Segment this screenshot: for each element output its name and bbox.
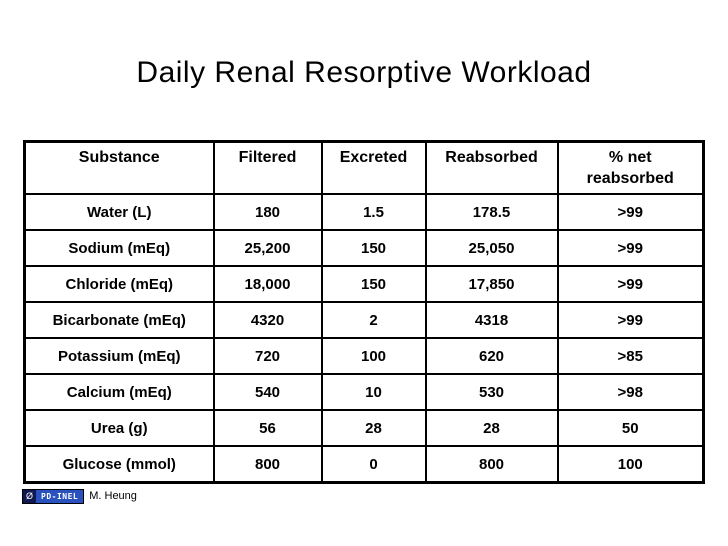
column-header: Excreted (320, 140, 427, 195)
pd-inel-license-badge: Ø PD-INEL (22, 489, 85, 504)
value-cell: 28 (424, 409, 559, 447)
substance-cell: Bicarbonate (mEq) (23, 301, 215, 339)
value-cell: 56 (212, 409, 323, 447)
value-cell: 28 (320, 409, 427, 447)
substance-cell: Calcium (mEq) (23, 373, 215, 411)
value-cell: >99 (556, 229, 705, 267)
value-cell: 720 (212, 337, 323, 375)
footer: Ø PD-INEL M. Heung (22, 489, 137, 504)
value-cell: >85 (556, 337, 705, 375)
value-cell: >98 (556, 373, 705, 411)
substance-cell: Chloride (mEq) (23, 265, 215, 303)
copyright-slash-icon: Ø (23, 490, 36, 503)
table-row: Water (L) 180 1.5 178.5 >99 (23, 193, 705, 231)
table-row: Potassium (mEq) 720 100 620 >85 (23, 337, 705, 375)
value-cell: >99 (556, 265, 705, 303)
value-cell: 100 (556, 445, 705, 484)
value-cell: 800 (424, 445, 559, 484)
value-cell: 100 (320, 337, 427, 375)
value-cell: 1.5 (320, 193, 427, 231)
table-row: Urea (g) 56 28 28 50 (23, 409, 705, 447)
table-row: Bicarbonate (mEq) 4320 2 4318 >99 (23, 301, 705, 339)
value-cell: 25,200 (212, 229, 323, 267)
value-cell: 530 (424, 373, 559, 411)
substance-cell: Glucose (mmol) (23, 445, 215, 484)
value-cell: 17,850 (424, 265, 559, 303)
table-row: Calcium (mEq) 540 10 530 >98 (23, 373, 705, 411)
value-cell: 4320 (212, 301, 323, 339)
table-row: Glucose (mmol) 800 0 800 100 (23, 445, 705, 484)
author-attribution: M. Heung (89, 490, 137, 502)
value-cell: >99 (556, 301, 705, 339)
value-cell: 2 (320, 301, 427, 339)
renal-workload-table: Substance Filtered Excreted Reabsorbed% net… (23, 140, 705, 484)
table-body: Water (L) 180 1.5 178.5 >99 Sodium (mEq) 25,20… (23, 193, 705, 484)
value-cell: 150 (320, 229, 427, 267)
value-cell: 4318 (424, 301, 559, 339)
value-cell: >99 (556, 193, 705, 231)
value-cell: 800 (212, 445, 323, 484)
column-header: Substance (23, 140, 215, 195)
value-cell: 178.5 (424, 193, 559, 231)
substance-cell: Potassium (mEq) (23, 337, 215, 375)
substance-cell: Sodium (mEq) (23, 229, 215, 267)
column-header: % net reabsorbed (556, 140, 705, 195)
column-header: Filtered (212, 140, 323, 195)
value-cell: 540 (212, 373, 323, 411)
value-cell: 18,000 (212, 265, 323, 303)
table-row: Chloride (mEq) 18,000 150 17,850 >99 (23, 265, 705, 303)
badge-label: PD-INEL (36, 490, 84, 503)
value-cell: 10 (320, 373, 427, 411)
value-cell: 50 (556, 409, 705, 447)
substance-cell: Urea (g) (23, 409, 215, 447)
value-cell: 0 (320, 445, 427, 484)
value-cell: 150 (320, 265, 427, 303)
value-cell: 180 (212, 193, 323, 231)
value-cell: 620 (424, 337, 559, 375)
substance-cell: Water (L) (23, 193, 215, 231)
slide-title: Daily Renal Resorptive Workload (136, 56, 592, 89)
table-row: Sodium (mEq) 25,200 150 25,050 >99 (23, 229, 705, 267)
column-header: Reabsorbed (424, 140, 559, 195)
value-cell: 25,050 (424, 229, 559, 267)
table-header-row: Substance Filtered Excreted Reabsorbed% net… (23, 140, 705, 195)
